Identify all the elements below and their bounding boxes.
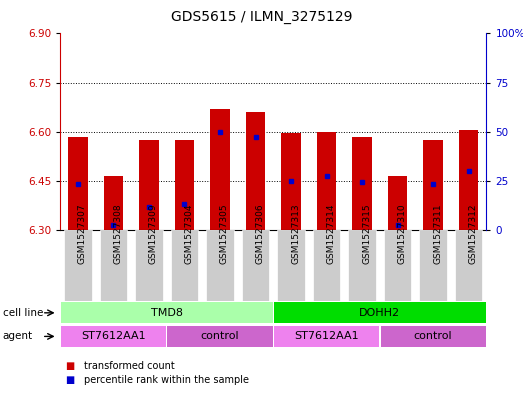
Text: DOHH2: DOHH2 xyxy=(359,308,401,318)
FancyBboxPatch shape xyxy=(381,326,486,347)
FancyBboxPatch shape xyxy=(274,302,486,323)
FancyBboxPatch shape xyxy=(61,302,272,323)
Text: GSM1527315: GSM1527315 xyxy=(362,203,371,264)
Text: TMD8: TMD8 xyxy=(151,308,183,318)
FancyBboxPatch shape xyxy=(455,230,483,301)
Text: ■: ■ xyxy=(65,361,75,371)
Bar xyxy=(246,112,265,230)
FancyBboxPatch shape xyxy=(419,230,447,301)
FancyBboxPatch shape xyxy=(242,230,269,301)
Bar xyxy=(104,176,123,230)
Bar xyxy=(353,136,372,230)
Text: ST7612AA1: ST7612AA1 xyxy=(81,331,146,342)
FancyBboxPatch shape xyxy=(99,230,127,301)
FancyBboxPatch shape xyxy=(135,230,163,301)
Text: transformed count: transformed count xyxy=(84,361,175,371)
FancyBboxPatch shape xyxy=(277,230,305,301)
Text: GSM1527314: GSM1527314 xyxy=(326,203,336,264)
Bar xyxy=(210,109,230,230)
Text: control: control xyxy=(414,331,452,342)
Text: control: control xyxy=(201,331,240,342)
Text: ■: ■ xyxy=(65,375,75,386)
FancyBboxPatch shape xyxy=(206,230,234,301)
Text: GSM1527306: GSM1527306 xyxy=(256,203,265,264)
Bar xyxy=(139,140,158,230)
Text: ST7612AA1: ST7612AA1 xyxy=(294,331,359,342)
Text: percentile rank within the sample: percentile rank within the sample xyxy=(84,375,248,386)
Text: cell line: cell line xyxy=(3,308,43,318)
Bar xyxy=(423,140,443,230)
FancyBboxPatch shape xyxy=(384,230,412,301)
Text: GSM1527312: GSM1527312 xyxy=(469,203,477,264)
Bar xyxy=(459,130,479,230)
FancyBboxPatch shape xyxy=(170,230,198,301)
Text: GSM1527311: GSM1527311 xyxy=(433,203,442,264)
FancyBboxPatch shape xyxy=(274,326,379,347)
Text: GSM1527305: GSM1527305 xyxy=(220,203,229,264)
Bar xyxy=(281,133,301,230)
Bar xyxy=(317,132,336,230)
FancyBboxPatch shape xyxy=(61,326,166,347)
Bar xyxy=(175,140,194,230)
Text: GDS5615 / ILMN_3275129: GDS5615 / ILMN_3275129 xyxy=(170,10,353,24)
Text: GSM1527304: GSM1527304 xyxy=(185,203,194,264)
FancyBboxPatch shape xyxy=(313,230,340,301)
Text: GSM1527309: GSM1527309 xyxy=(149,203,158,264)
FancyBboxPatch shape xyxy=(348,230,376,301)
Bar xyxy=(388,176,407,230)
Text: GSM1527310: GSM1527310 xyxy=(397,203,406,264)
Text: GSM1527308: GSM1527308 xyxy=(113,203,122,264)
Bar xyxy=(68,136,88,230)
FancyBboxPatch shape xyxy=(167,326,272,347)
FancyBboxPatch shape xyxy=(64,230,92,301)
Text: GSM1527307: GSM1527307 xyxy=(78,203,87,264)
Text: agent: agent xyxy=(3,331,33,342)
Text: GSM1527313: GSM1527313 xyxy=(291,203,300,264)
